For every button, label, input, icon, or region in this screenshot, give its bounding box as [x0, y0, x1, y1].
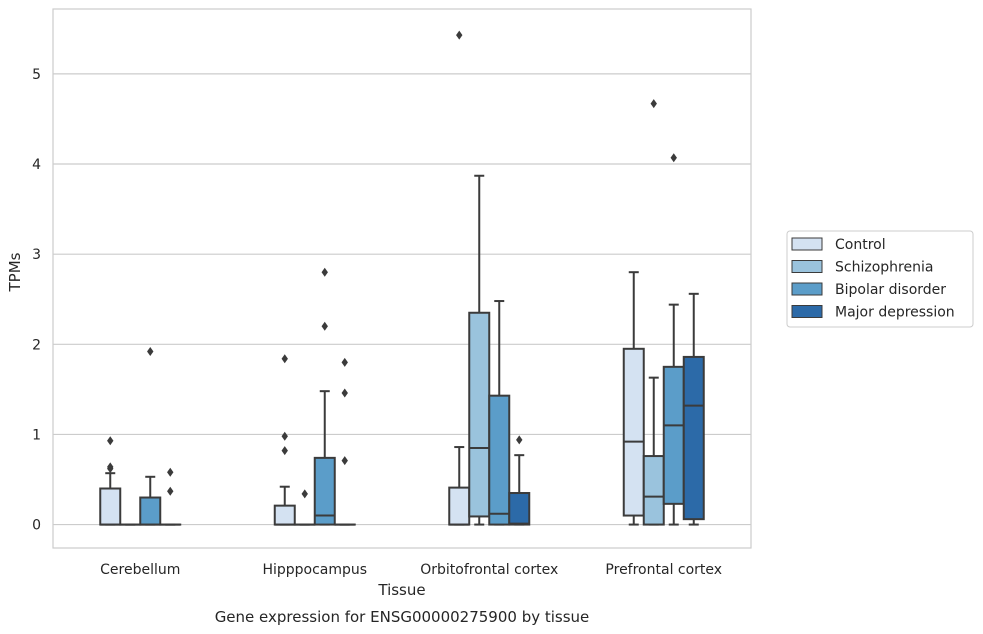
y-tick-labels: 0 1 2 3 4 5	[32, 67, 41, 534]
x-tick-labels: Cerebellum Hipppocampus Orbitofrontal cort…	[100, 562, 722, 578]
x-tick-label: Cerebellum	[100, 562, 180, 578]
legend: Control Schizophrenia Bipolar disorder Majo…	[786, 230, 974, 328]
y-tick-label: 5	[32, 67, 41, 83]
legend-label: Schizophrenia	[835, 260, 933, 276]
legend-swatch	[791, 305, 823, 318]
x-axis-label: Tissue	[377, 581, 425, 599]
legend-swatch	[791, 260, 823, 273]
box	[508, 492, 531, 526]
plot-frame	[52, 8, 752, 549]
box	[448, 486, 471, 526]
box	[139, 496, 162, 526]
y-tick-label: 0	[32, 518, 41, 534]
legend-swatch	[791, 282, 823, 296]
outlier-point	[107, 462, 114, 472]
box	[488, 394, 511, 526]
y-tick-label: 2	[32, 337, 41, 353]
box	[313, 456, 336, 526]
y-tick-label: 3	[32, 247, 41, 263]
outlier-point	[341, 357, 348, 367]
outlier-point	[321, 321, 328, 331]
box	[468, 311, 491, 518]
outlier-point	[167, 467, 174, 477]
outlier-point	[650, 99, 657, 109]
outlier-point	[341, 388, 348, 398]
box	[642, 455, 665, 526]
box	[662, 365, 685, 505]
x-tick-label: Prefrontal cortex	[605, 562, 722, 578]
box-plots	[99, 30, 705, 526]
legend-label: Bipolar disorder	[835, 282, 946, 298]
outlier-point	[341, 456, 348, 466]
outlier-point	[456, 30, 463, 40]
outlier-point	[301, 489, 308, 499]
outlier-point	[281, 354, 288, 364]
outlier-point	[281, 431, 288, 441]
box	[99, 487, 122, 526]
x-tick-label: Hipppocampus	[262, 562, 367, 578]
legend-label: Control	[835, 237, 886, 253]
box	[622, 347, 645, 517]
box	[273, 504, 296, 526]
outlier-point	[321, 267, 328, 277]
box	[682, 355, 705, 521]
outlier-point	[670, 153, 677, 163]
y-tick-label: 1	[32, 427, 41, 443]
outlier-point	[107, 436, 114, 446]
outlier-point	[147, 347, 154, 357]
outlier-point	[281, 446, 288, 456]
legend-swatch	[791, 237, 823, 251]
chart-title: Gene expression for ENSG00000275900 by t…	[215, 608, 590, 626]
outlier-point	[167, 486, 174, 496]
x-tick-label: Orbitofrontal cortex	[420, 562, 558, 578]
legend-frame	[786, 230, 974, 328]
y-tick-label: 4	[32, 157, 41, 173]
outlier-point	[516, 435, 523, 445]
legend-label: Major depression	[835, 305, 955, 321]
y-axis-label: TPMs	[6, 252, 24, 292]
